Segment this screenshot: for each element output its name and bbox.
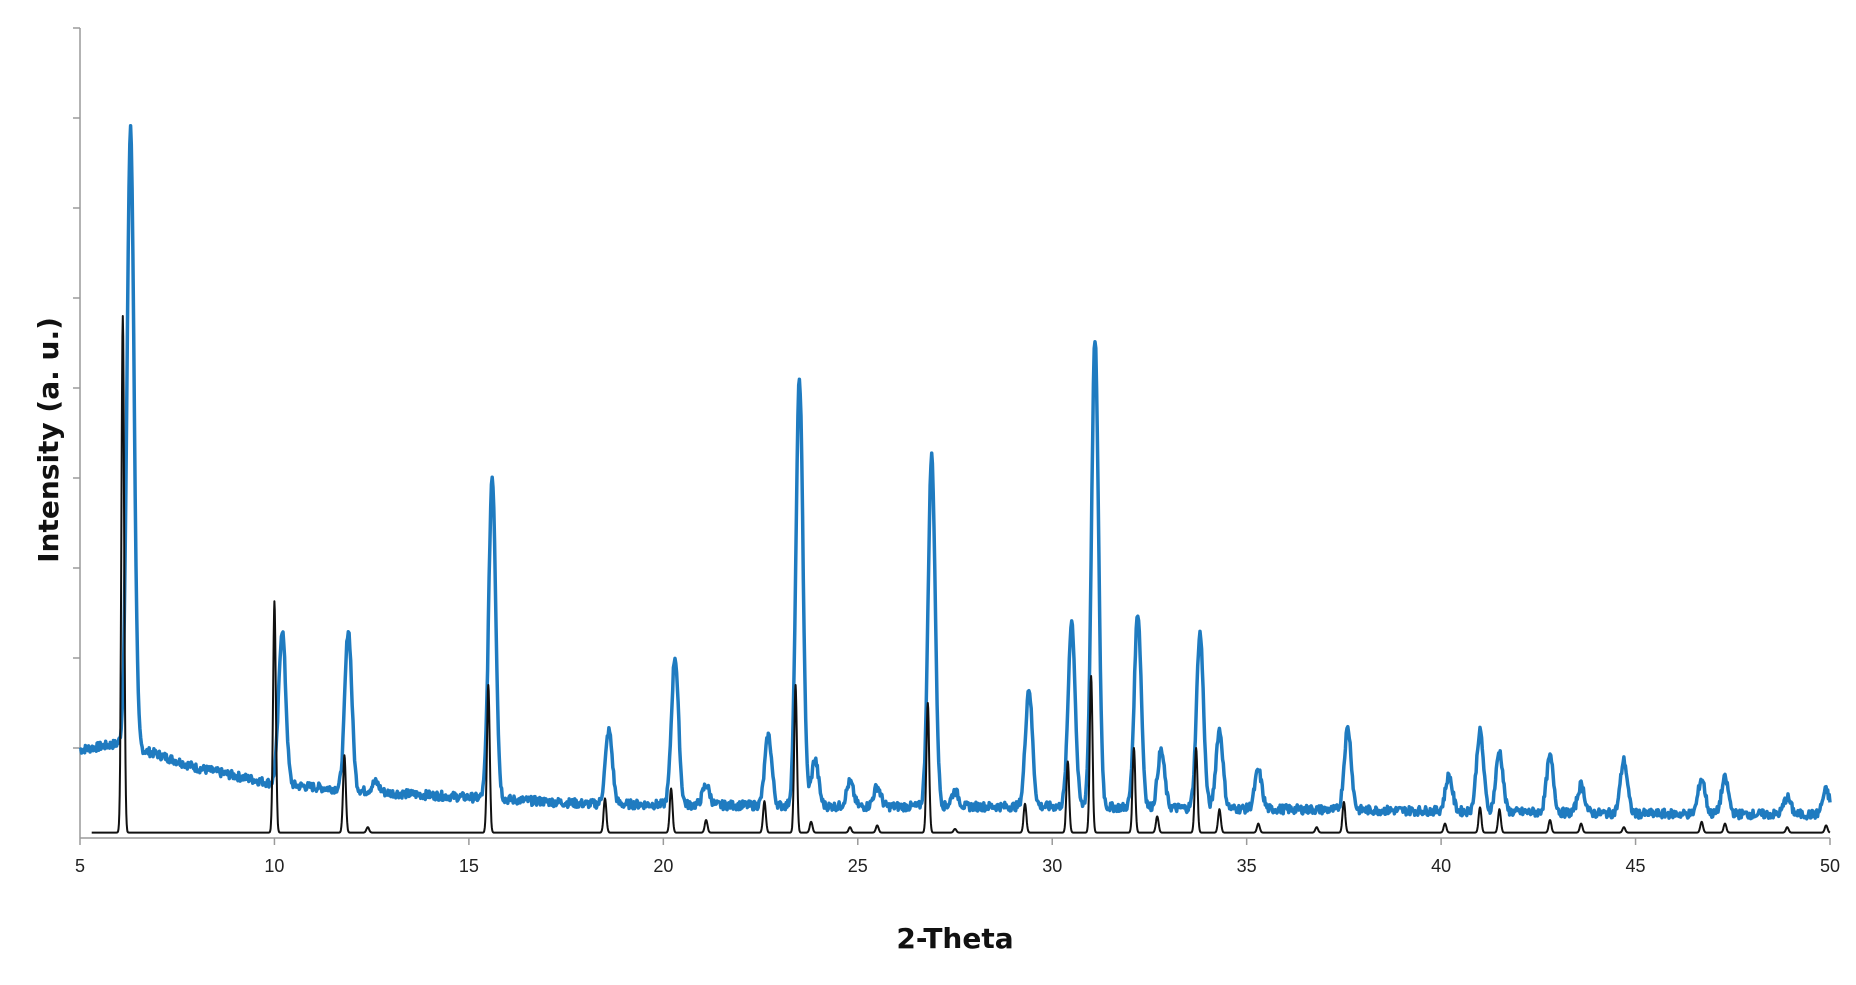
x-tick-label: 40	[1431, 856, 1451, 876]
series-layer	[78, 124, 1832, 834]
y-axis-ticks	[73, 27, 80, 749]
x-axis-title: 2-Theta	[896, 922, 1013, 955]
x-tick-label: 45	[1626, 856, 1646, 876]
x-tick-label: 5	[75, 856, 85, 876]
axes: 5 10 15 20 25 30 35 40 45 50	[73, 27, 1840, 876]
x-tick-label: 35	[1237, 856, 1257, 876]
series-line-experimental	[78, 124, 1832, 821]
y-axis-title: Intensity (a. u.)	[32, 317, 65, 563]
x-tick-label: 15	[459, 856, 479, 876]
x-tick-label: 20	[653, 856, 673, 876]
x-tick-label: 10	[264, 856, 284, 876]
x-tick-label: 50	[1820, 856, 1840, 876]
series-line-calculated	[91, 315, 1831, 834]
x-axis-ticks: 5 10 15 20 25 30 35 40 45 50	[75, 838, 1840, 876]
x-tick-label: 30	[1042, 856, 1062, 876]
x-tick-label: 25	[848, 856, 868, 876]
